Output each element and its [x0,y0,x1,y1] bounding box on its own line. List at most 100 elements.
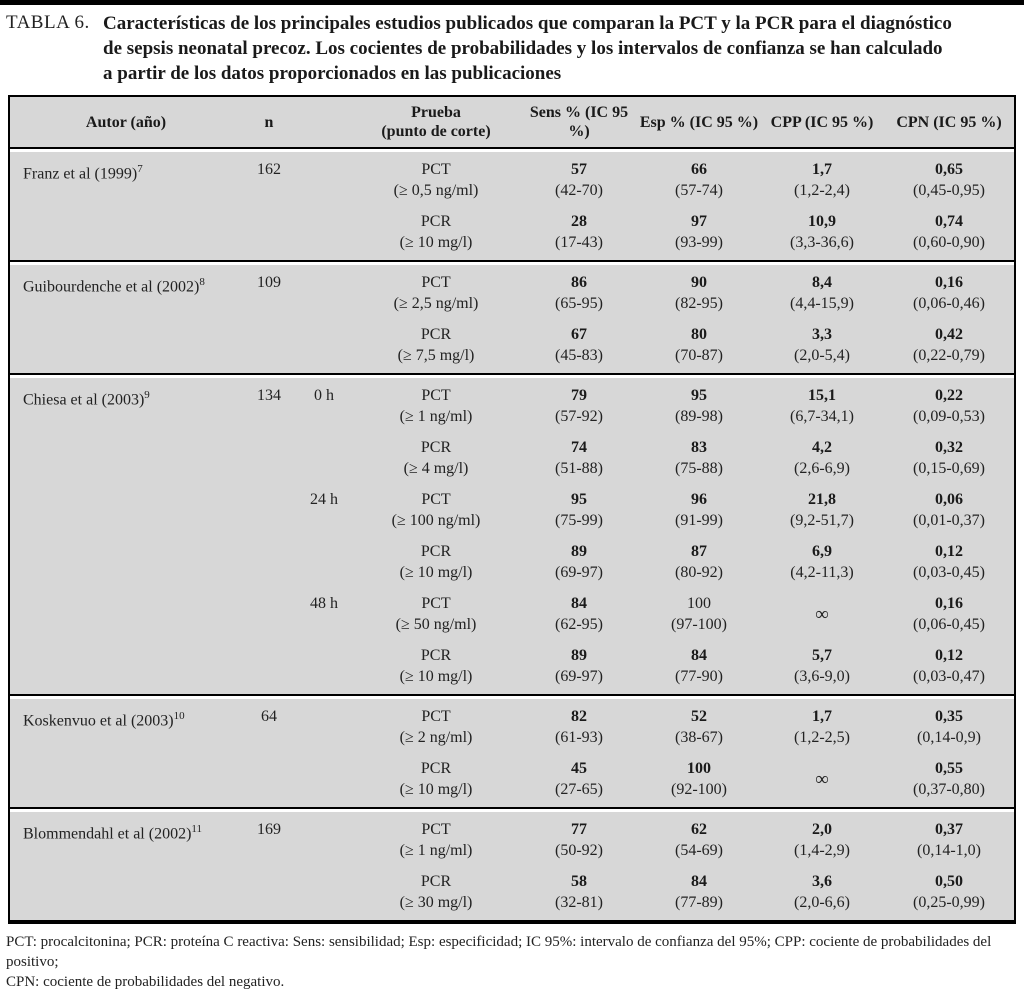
positive-likelihood-ratio-value: ∞ [815,603,829,625]
n-cell: 169 [257,821,281,838]
cutoff-value: (≥ 100 ng/ml) [391,512,481,529]
cutoff-value: (≥ 30 mg/l) [399,894,473,911]
positive-likelihood-ratio-value: 15,1 [808,387,836,404]
positive-likelihood-ratio-value: 4,2 [812,439,832,456]
specificity-cell: 66 (57-74) [638,159,760,201]
cutoff-value: (≥ 2,5 ng/ml) [393,295,479,312]
table-body: Franz et al (1999)7 162 PCT (≥ 0,5 ng/ml… [10,152,1014,920]
test-name: PCR [420,543,452,560]
negative-likelihood-ratio-cell: 0,06 (0,01-0,37) [884,489,1014,531]
table-row: PCR (≥ 4 mg/l) 74 (51-88) 83 (75-88) 4,2… [10,435,1014,481]
sensitivity-value: 57 [571,161,587,178]
study-group: Koskenvuo et al (2003)10 64 PCT (≥ 2 ng/… [10,699,1014,809]
positive-likelihood-ratio-value: 3,6 [812,873,832,890]
positive-likelihood-ratio-value: 1,7 [812,161,832,178]
negative-likelihood-ratio-value: 0,06 [935,491,963,508]
test-cell: PCT (≥ 0,5 ng/ml) [352,159,520,201]
test-cell: PCR (≥ 30 mg/l) [352,871,520,913]
negative-likelihood-ratio-cell: 0,50 (0,25-0,99) [884,871,1014,913]
table-row: 48 h PCT (≥ 50 ng/ml) 84 (62-95) 100 (97… [10,591,1014,637]
author-cell [10,489,242,531]
time-cell: 48 h [310,595,338,612]
specificity-ci: (57-74) [675,182,723,199]
specificity-value: 97 [691,213,707,230]
header-esp: Esp % (IC 95 %) [639,113,759,131]
negative-likelihood-ratio-ci: (0,03-0,47) [913,668,985,685]
sensitivity-value: 89 [571,543,587,560]
positive-likelihood-ratio-ci: (3,6-9,0) [794,668,850,685]
negative-likelihood-ratio-value: 0,42 [935,326,963,343]
sensitivity-value: 58 [571,873,587,890]
sensitivity-value: 45 [571,760,587,777]
author-cell: Chiesa et al (2003)9 [10,385,242,427]
header-cpn: CPN (IC 95 %) [896,113,1002,131]
cutoff-value: (≥ 10 mg/l) [399,234,473,251]
specificity-value: 96 [691,491,707,508]
positive-likelihood-ratio-ci: (4,2-11,3) [790,564,854,581]
negative-likelihood-ratio-ci: (0,06-0,45) [913,616,985,633]
table-row: PCR (≥ 30 mg/l) 58 (32-81) 84 (77-89) 3,… [10,869,1014,915]
negative-likelihood-ratio-ci: (0,45-0,95) [913,182,985,199]
specificity-ci: (77-89) [675,894,723,911]
table-row: PCR (≥ 10 mg/l) 89 (69-97) 84 (77-90) 5,… [10,643,1014,689]
cutoff-value: (≥ 1 ng/ml) [399,842,473,859]
negative-likelihood-ratio-cell: 0,22 (0,09-0,53) [884,385,1014,427]
specificity-ci: (80-92) [675,564,723,581]
time-cell: 0 h [314,387,334,404]
negative-likelihood-ratio-ci: (0,09-0,53) [913,408,985,425]
author-name: Franz et al (1999) [23,165,138,183]
time-cell [296,645,352,687]
author-cell [10,758,242,800]
test-name: PCT [421,821,451,838]
specificity-cell: 80 (70-87) [638,324,760,366]
specificity-cell: 83 (75-88) [638,437,760,479]
positive-likelihood-ratio-cell: 3,3 (2,0-5,4) [760,324,884,366]
header-cpp: CPP (IC 95 %) [770,113,874,131]
test-name: PCR [420,647,452,664]
negative-likelihood-ratio-ci: (0,15-0,69) [913,460,985,477]
sensitivity-value: 82 [571,708,587,725]
sensitivity-ci: (50-92) [555,842,603,859]
time-cell [296,211,352,253]
reference-superscript: 9 [144,389,150,401]
n-cell [242,541,296,583]
sensitivity-value: 86 [571,274,587,291]
n-cell [242,437,296,479]
positive-likelihood-ratio-cell: 2,0 (1,4-2,9) [760,819,884,861]
sensitivity-value: 77 [571,821,587,838]
positive-likelihood-ratio-cell: 5,7 (3,6-9,0) [760,645,884,687]
table-row: PCR (≥ 7,5 mg/l) 67 (45-83) 80 (70-87) 3… [10,322,1014,368]
sensitivity-ci: (69-97) [555,564,603,581]
test-cell: PCR (≥ 10 mg/l) [352,645,520,687]
sensitivity-value: 89 [571,647,587,664]
author-name: Koskenvuo et al (2003) [23,712,174,730]
time-cell [296,758,352,800]
sensitivity-cell: 45 (27-65) [520,758,638,800]
test-name: PCT [421,274,451,291]
cutoff-value: (≥ 2 ng/ml) [399,729,473,746]
negative-likelihood-ratio-ci: (0,03-0,45) [913,564,985,581]
cutoff-value: (≥ 1 ng/ml) [399,408,473,425]
n-cell: 134 [257,387,281,404]
test-cell: PCT (≥ 2,5 ng/ml) [352,272,520,314]
negative-likelihood-ratio-cell: 0,37 (0,14-1,0) [884,819,1014,861]
author-cell: Koskenvuo et al (2003)10 [10,706,242,748]
sensitivity-ci: (65-95) [555,295,603,312]
time-cell [296,324,352,366]
negative-likelihood-ratio-value: 0,37 [935,821,963,838]
study-group: Franz et al (1999)7 162 PCT (≥ 0,5 ng/ml… [10,152,1014,262]
time-cell: 24 h [310,491,338,508]
negative-likelihood-ratio-ci: (0,22-0,79) [913,347,985,364]
specificity-ci: (54-69) [675,842,723,859]
sensitivity-value: 28 [571,213,587,230]
sensitivity-cell: 67 (45-83) [520,324,638,366]
specificity-cell: 96 (91-99) [638,489,760,531]
positive-likelihood-ratio-value: 8,4 [812,274,832,291]
header-n: n [264,113,274,131]
test-cell: PCT (≥ 100 ng/ml) [352,489,520,531]
negative-likelihood-ratio-ci: (0,06-0,46) [913,295,985,312]
table-title-line: Características de los principales estud… [103,13,952,34]
specificity-ci: (92-100) [671,781,727,798]
author-cell: Blommendahl et al (2002)11 [10,819,242,861]
positive-likelihood-ratio-cell: 8,4 (4,4-15,9) [760,272,884,314]
